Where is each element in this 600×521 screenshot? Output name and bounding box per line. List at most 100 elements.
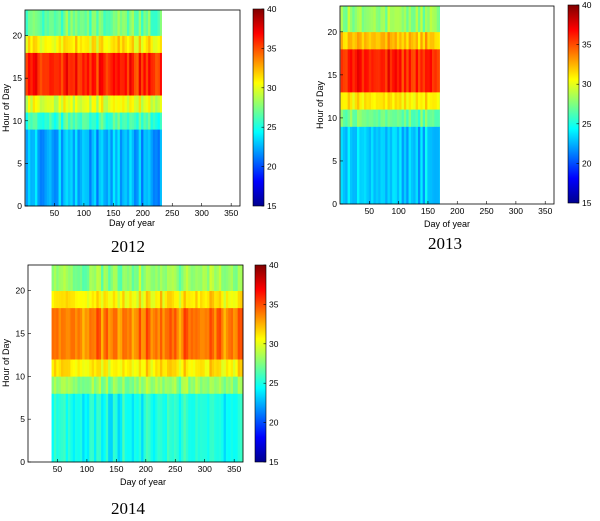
heatmap-cell — [124, 307, 128, 360]
heatmap-cell — [185, 290, 189, 309]
heatmap-cell — [134, 376, 137, 394]
heatmap-cell — [96, 129, 99, 207]
heatmap-cell — [117, 10, 121, 36]
heatmap-cell — [103, 393, 107, 463]
heatmap-cell — [347, 109, 351, 127]
heatmap-cell — [110, 95, 114, 113]
heatmap-cell — [345, 31, 348, 50]
heatmap-cell — [171, 376, 175, 394]
heatmap-cell — [44, 95, 48, 113]
heatmap-cell — [58, 112, 62, 130]
heatmap-cell — [211, 393, 215, 463]
heatmap-cell — [143, 376, 147, 394]
heatmap-cell — [148, 95, 151, 113]
heatmap-cell — [167, 393, 170, 463]
heatmap-cell — [349, 31, 353, 50]
heatmap-cell — [185, 307, 189, 360]
heatmap-cell — [197, 359, 201, 377]
heatmap-cell — [122, 52, 125, 96]
heatmap-cell — [110, 359, 114, 377]
heatmap-cell — [152, 307, 156, 360]
heatmap-cell — [401, 92, 405, 110]
heatmap-cell — [126, 265, 130, 291]
heatmap-cell — [181, 359, 184, 377]
heatmap-cell — [53, 35, 57, 53]
heatmap-cell — [131, 307, 135, 360]
heatmap-cell — [72, 359, 76, 377]
heatmap-cell — [406, 31, 409, 50]
heatmap-cell — [93, 35, 97, 53]
heatmap-cell — [101, 290, 104, 309]
heatmap-cell — [126, 359, 130, 377]
heatmap-cell — [195, 265, 198, 291]
heatmap-cell — [340, 31, 344, 50]
heatmap-cell — [108, 265, 111, 291]
heatmap-cell — [105, 376, 109, 394]
heatmap-cell — [60, 35, 64, 53]
heatmap-cell — [197, 393, 201, 463]
heatmap-cell — [371, 6, 374, 33]
heatmap-cell — [347, 92, 351, 110]
heatmap-cell — [138, 35, 142, 53]
heatmap-cell — [150, 10, 154, 36]
heatmap-cell — [103, 95, 106, 113]
heatmap-cell — [27, 95, 31, 113]
heatmap-cell — [394, 31, 398, 50]
heatmap-cell — [112, 52, 116, 96]
heatmap-cell — [188, 265, 191, 291]
heatmap-cell — [357, 126, 360, 205]
heatmap-cell — [408, 49, 412, 93]
heatmap-cell — [133, 129, 137, 207]
heatmap-cell — [63, 112, 66, 130]
heatmap-cell — [65, 307, 69, 360]
heatmap-cell — [103, 35, 106, 53]
heatmap-cell — [126, 307, 130, 360]
heatmap-cell — [35, 35, 38, 53]
year-caption: 2014 — [111, 499, 146, 518]
heatmap-cell — [349, 109, 353, 127]
heatmap-cell — [152, 95, 156, 113]
heatmap-cell — [68, 10, 71, 36]
heatmap-cell — [25, 10, 29, 36]
y-tick-label: 15 — [13, 73, 23, 83]
heatmap-cell — [122, 95, 125, 113]
y-tick-label: 20 — [16, 286, 26, 296]
heatmap-cell — [420, 6, 423, 33]
heatmap-cell — [408, 31, 412, 50]
heatmap-cell — [415, 92, 419, 110]
heatmap-cell — [141, 376, 144, 394]
heatmap-cell — [436, 6, 440, 33]
heatmap-cell — [25, 52, 29, 96]
heatmap-cell — [190, 359, 194, 377]
heatmap-cell — [115, 376, 118, 394]
heatmap-cell — [108, 129, 111, 207]
heatmap-cell — [98, 95, 102, 113]
heatmap-cell — [70, 112, 74, 130]
y-axis-label: Hour of Day — [1, 83, 11, 132]
heatmap-cell — [51, 376, 55, 394]
heatmap-cell — [49, 35, 52, 53]
heatmap-cell — [403, 49, 407, 93]
heatmap-cell — [378, 126, 381, 205]
heatmap-cell — [35, 95, 38, 113]
heatmap-cell — [84, 290, 88, 309]
heatmap-cell — [115, 359, 118, 377]
heatmap-cell — [432, 126, 435, 205]
heatmap-cell — [214, 359, 217, 377]
x-tick-label: 150 — [421, 206, 435, 216]
heatmap-cell — [60, 95, 64, 113]
heatmap-cell — [429, 109, 433, 127]
heatmap-cell — [345, 109, 348, 127]
heatmap-cell — [380, 6, 384, 33]
heatmap-cell — [207, 359, 210, 377]
heatmap-cell — [392, 31, 395, 50]
heatmap-cell — [354, 6, 358, 33]
heatmap-cell — [32, 112, 36, 130]
heatmap-cell — [225, 376, 229, 394]
heatmap-cell — [349, 126, 353, 205]
y-tick-label: 0 — [17, 201, 22, 211]
heatmap-cell — [342, 49, 346, 93]
heatmap-cell — [89, 359, 92, 377]
heatmap-cell — [117, 112, 121, 130]
heatmap-cell — [77, 307, 81, 360]
